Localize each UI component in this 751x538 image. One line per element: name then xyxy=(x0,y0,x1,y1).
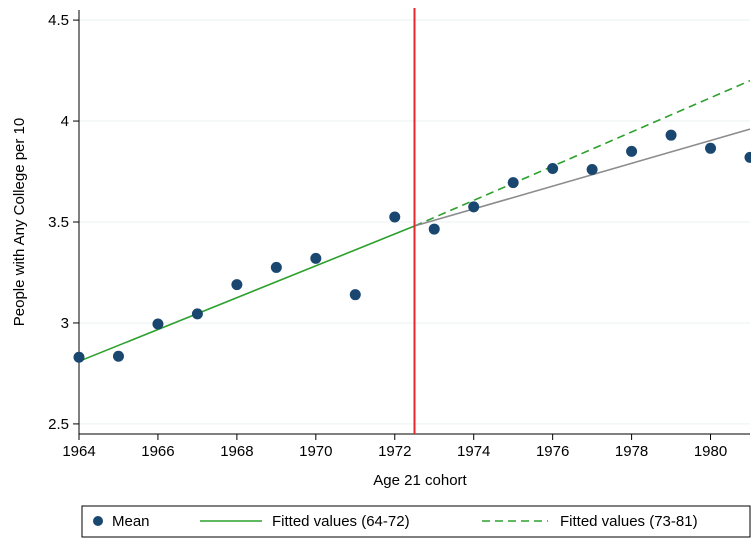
data-point xyxy=(547,162,559,174)
data-point xyxy=(705,142,717,154)
x-tick-label: 1972 xyxy=(378,443,411,460)
data-point xyxy=(389,211,401,223)
y-tick-label: 4 xyxy=(61,113,69,130)
series-line-2 xyxy=(414,79,751,227)
x-axis-ticks: 1964 1966 1968 1970 1972 1974 1976 1978 1980 xyxy=(62,434,727,460)
legend: Mean Fitted values (64-72) Fitted values… xyxy=(81,505,751,538)
y-tick-label: 3 xyxy=(61,315,69,332)
y-tick-label: 4.5 xyxy=(48,12,69,29)
data-point xyxy=(428,223,440,235)
data-point xyxy=(310,252,322,264)
data-point xyxy=(112,350,124,362)
x-tick-label: 1966 xyxy=(141,443,174,460)
series-line-1 xyxy=(78,225,415,363)
x-tick-label: 1976 xyxy=(536,443,569,460)
x-axis-title: Age 21 cohort xyxy=(373,472,467,489)
legend-box xyxy=(81,505,751,538)
x-tick-label: 1980 xyxy=(694,443,727,460)
data-point xyxy=(468,201,480,213)
data-point xyxy=(744,151,751,163)
data-point xyxy=(270,261,282,273)
data-point xyxy=(349,289,361,301)
y-axis-ticks: 2.5 3 3.5 4 4.5 xyxy=(48,12,79,433)
legend-label-fit-64-72: Fitted values (64-72) xyxy=(272,513,410,530)
data-point xyxy=(507,177,519,189)
y-tick-label: 2.5 xyxy=(48,416,69,433)
legend-label-fit-73-81: Fitted values (73-81) xyxy=(560,513,698,530)
data-point xyxy=(586,164,598,176)
x-tick-label: 1970 xyxy=(299,443,332,460)
data-point xyxy=(73,351,85,363)
legend-label-mean: Mean xyxy=(112,513,150,530)
series-points xyxy=(73,129,751,363)
data-point xyxy=(665,129,677,141)
y-axis-title: People with Any College per 10 xyxy=(11,118,28,326)
data-point xyxy=(152,318,164,330)
data-point xyxy=(191,308,203,320)
legend-marker-mean xyxy=(93,516,103,526)
data-point xyxy=(626,145,638,157)
x-tick-label: 1974 xyxy=(457,443,490,460)
x-tick-label: 1964 xyxy=(62,443,95,460)
data-point xyxy=(231,279,243,291)
x-tick-label: 1968 xyxy=(220,443,253,460)
y-tick-label: 3.5 xyxy=(48,214,69,231)
x-tick-label: 1978 xyxy=(615,443,648,460)
